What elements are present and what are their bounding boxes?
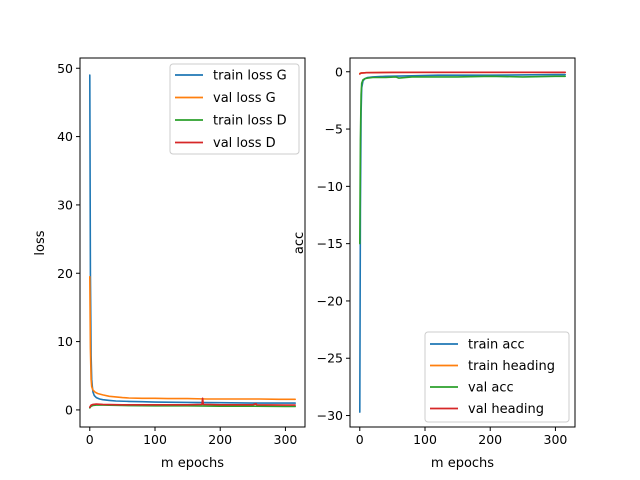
loss-chart-frame	[79, 57, 306, 428]
accuracy-chart-x-tick-label: 200	[478, 432, 502, 447]
accuracy-chart-legend-box	[424, 331, 570, 423]
accuracy-chart-x-tick-label: 300	[544, 432, 568, 447]
accuracy-chart-y-tick-label: −25	[317, 351, 343, 366]
accuracy-chart-y-tick-label: −15	[317, 236, 343, 251]
loss-chart-y-tick-label: 30	[57, 197, 73, 212]
loss-chart-series-train-loss-d	[89, 404, 296, 409]
loss-chart-legend-label-val-loss-d: val loss D	[213, 136, 276, 151]
loss-chart-x-ticks: 0 100 200 300	[86, 427, 298, 447]
accuracy-chart-y-tick-label: −5	[325, 122, 343, 137]
accuracy-chart-y-ticks: 0 −5 −10 −15 −20 −25 −30	[317, 64, 350, 423]
accuracy-chart-x-tick-label: 0	[356, 432, 364, 447]
accuracy-chart-x-ticks: 0 100 200 300	[356, 427, 568, 447]
loss-chart-legend-label-val-loss-g: val loss G	[213, 91, 276, 106]
accuracy-chart-y-tick-label: −30	[317, 408, 343, 423]
loss-chart-legend-box	[169, 63, 300, 155]
loss-chart-x-tick-label: 100	[143, 432, 167, 447]
loss-chart-y-ticks: 0 10 20 30 40 50	[57, 61, 80, 417]
accuracy-chart-y-tick-label: 0	[335, 64, 343, 79]
loss-chart-y-tick-label: 50	[57, 61, 73, 76]
loss-chart-legend: train loss G val loss G train loss D val lo…	[169, 63, 300, 155]
accuracy-chart-x-axis-label: m epochs	[431, 456, 494, 471]
accuracy-chart-panel: 0 100 200 300 0 −5 −10 −15 −20 −25 −30 m epochs a…	[292, 57, 576, 471]
accuracy-chart-y-tick-label: −20	[317, 293, 343, 308]
accuracy-chart-y-tick-label: −10	[317, 179, 343, 194]
loss-chart-y-tick-label: 20	[57, 266, 73, 281]
loss-chart-y-axis-label: loss	[33, 230, 48, 255]
loss-chart-y-tick-label: 0	[65, 402, 73, 417]
accuracy-chart-legend-label-train-heading: train heading	[468, 359, 555, 374]
loss-chart-legend-label-train-loss-d: train loss D	[213, 114, 287, 129]
accuracy-chart-frame	[349, 57, 576, 428]
loss-chart-x-axis-label: m epochs	[161, 456, 224, 471]
loss-chart-y-tick-label: 10	[57, 334, 73, 349]
loss-chart-lines	[89, 74, 296, 409]
loss-chart-y-tick-label: 40	[57, 129, 73, 144]
loss-chart-x-tick-label: 0	[86, 432, 94, 447]
accuracy-chart-legend-label-train-acc: train acc	[468, 338, 525, 353]
accuracy-chart-series-val-heading	[359, 71, 566, 75]
accuracy-chart-legend-label-val-heading: val heading	[468, 402, 544, 417]
loss-chart-panel: 0 100 200 300 0 10 20 30 40 50 m epochs loss tra…	[33, 57, 306, 471]
accuracy-chart-y-axis-label: acc	[292, 232, 307, 254]
accuracy-chart-legend-label-val-acc: val acc	[468, 381, 514, 396]
accuracy-chart-lines	[359, 71, 566, 413]
loss-chart-series-val-loss-g	[89, 275, 296, 401]
loss-chart-x-tick-label: 200	[208, 432, 232, 447]
accuracy-chart-series-val-acc	[359, 75, 566, 245]
accuracy-chart-x-tick-label: 100	[413, 432, 437, 447]
loss-chart-legend-label-train-loss-g: train loss G	[213, 69, 287, 84]
loss-chart-series-val-loss-d	[89, 397, 296, 408]
loss-chart-x-tick-label: 300	[274, 432, 298, 447]
accuracy-chart-legend: train acc train heading val acc val heading	[424, 331, 570, 423]
